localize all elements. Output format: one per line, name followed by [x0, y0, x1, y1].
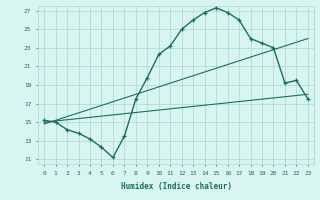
X-axis label: Humidex (Indice chaleur): Humidex (Indice chaleur)	[121, 182, 231, 191]
